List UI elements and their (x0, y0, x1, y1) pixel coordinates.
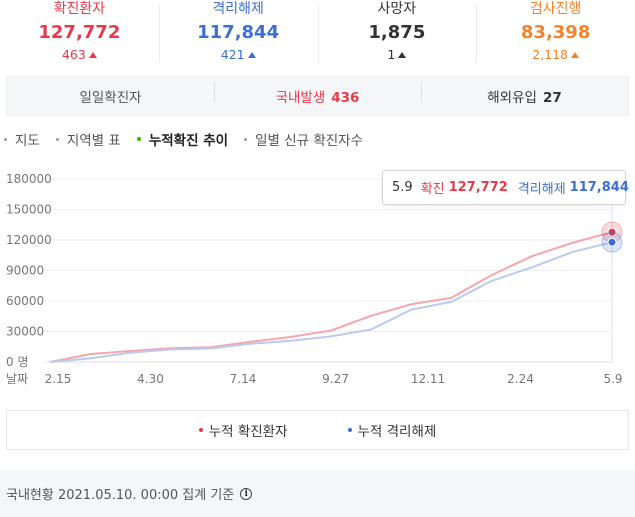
increase-triangle-icon (247, 52, 256, 58)
stat-label: 격리해제 (212, 1, 264, 17)
increase-triangle-icon (88, 52, 97, 58)
series-line-1 (49, 241, 613, 363)
series-line-0 (49, 231, 613, 363)
tooltip-confirmed-label: 확진 (420, 182, 445, 197)
stat-value: 127,772 (38, 22, 121, 43)
tab-daily-new[interactable]: 일별 신규 확진자수 (244, 128, 363, 150)
y-tick-label: 60000 (6, 294, 44, 308)
x-tick-label: 7.14 (230, 372, 257, 386)
tooltip-date: 5.9 (392, 180, 413, 195)
daily-confirmed-bar: 일일확진자 국내발생 436 해외유입 27 (6, 76, 629, 116)
info-icon[interactable]: i (240, 487, 253, 500)
legend-dot-icon (347, 428, 352, 432)
y-tick-label: 150000 (6, 203, 52, 217)
legend-label: 누적 격리해제 (357, 424, 437, 440)
stat-value: 83,398 (520, 22, 591, 43)
stat-confirmed: 확진환자 127,772 463 (0, 0, 159, 68)
y-tick-label: 0 명 (6, 355, 29, 369)
x-tick-label: 2.15 (45, 372, 72, 386)
daily-label: 일일확진자 (79, 90, 142, 106)
y-tick-label: 120000 (6, 233, 52, 247)
stat-label: 검사진행 (529, 1, 582, 17)
x-tick-label: 12.11 (411, 372, 445, 386)
overseas-value: 27 (542, 90, 562, 106)
x-axis-label: 날짜 (6, 372, 28, 386)
tab-label: 지도 (15, 133, 40, 149)
bullet-icon (4, 137, 7, 141)
footer-status: 국내현황 2021.05.10. 00:00 집계 기준 i (0, 470, 635, 517)
bullet-icon (136, 137, 141, 141)
legend-item-confirmed[interactable]: 누적 확진환자 (198, 420, 288, 440)
tab-map[interactable]: 지도 (4, 128, 40, 150)
legend-dot-icon (198, 428, 203, 432)
y-tick-label: 90000 (6, 264, 44, 278)
tab-label: 일별 신규 확진자수 (255, 133, 364, 149)
bullet-icon (244, 137, 248, 141)
tab-cumulative-trend[interactable]: 누적확진 추이 (136, 128, 229, 150)
increase-triangle-icon (571, 52, 580, 58)
tooltip-released-label: 격리해제 (517, 182, 566, 197)
domestic-value: 436 (331, 90, 360, 106)
stat-value: 117,844 (197, 22, 280, 43)
tab-label: 누적확진 추이 (148, 133, 229, 149)
x-tick-label: 4.30 (137, 372, 164, 386)
chart-legend: 누적 확진환자 누적 격리해제 (6, 410, 629, 450)
tab-region-table[interactable]: 지역별 표 (55, 128, 121, 150)
stat-delta: 421 (159, 44, 318, 64)
x-tick-label: 2.24 (507, 372, 534, 386)
series-end-point (607, 227, 617, 237)
tooltip-released-value: 117,844 (569, 180, 629, 195)
overseas-label: 해외유입 (487, 90, 537, 106)
increase-triangle-icon (398, 52, 407, 58)
y-tick-label: 30000 (6, 325, 44, 339)
footer-text: 국내현황 2021.05.10. 00:00 집계 기준 (6, 488, 235, 503)
chart-tooltip: 5.9 확진 127,772 격리해제 117,844 (382, 170, 629, 205)
tooltip-confirmed-value: 127,772 (448, 180, 508, 195)
series-end-point (607, 237, 617, 247)
stat-testing: 검사진행 83,398 2,118 (476, 0, 635, 68)
stat-delta: 463 (0, 44, 159, 64)
legend-label: 누적 확진환자 (208, 424, 288, 440)
stat-deaths: 사망자 1,875 1 (317, 0, 477, 68)
stat-label: 확진환자 (53, 1, 106, 17)
x-tick-label: 9.27 (322, 372, 349, 386)
legend-item-released[interactable]: 누적 격리해제 (347, 420, 437, 440)
x-tick-label: 5.9 (603, 372, 622, 386)
bullet-icon (55, 137, 59, 141)
stat-released: 격리해제 117,844 421 (158, 0, 318, 68)
domestic-label: 국내발생 (275, 90, 326, 106)
daily-domestic: 국내발생 436 (214, 82, 421, 106)
stats-summary: 확진환자 127,772 463 격리해제 117,844 421 사망자 1,… (0, 0, 635, 68)
stat-value: 1,875 (368, 22, 426, 43)
view-tabs: 지도 지역별 표 누적확진 추이 일별 신규 확진자수 (4, 128, 379, 150)
y-tick-label: 180000 (6, 172, 52, 186)
tab-label: 지역별 표 (66, 133, 121, 149)
daily-overseas: 해외유입 27 (421, 82, 628, 106)
stat-label: 사망자 (377, 1, 417, 17)
stat-delta: 2,118 (476, 44, 635, 64)
stat-delta: 1 (318, 44, 477, 64)
cumulative-line-chart[interactable]: 180000 150000 120000 90000 60000 30000 0 명날짜 2.… (0, 160, 635, 392)
